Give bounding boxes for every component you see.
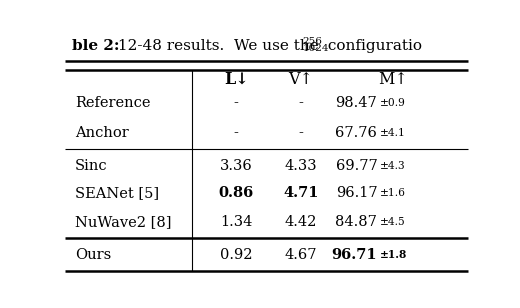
Text: 4.67: 4.67: [284, 248, 317, 262]
Text: Sinc: Sinc: [75, 159, 108, 173]
Text: 3.36: 3.36: [220, 159, 253, 173]
Text: ble 2:: ble 2:: [72, 39, 120, 53]
Text: -: -: [234, 96, 239, 110]
Text: Ours: Ours: [75, 248, 111, 262]
Text: 96.17: 96.17: [336, 186, 378, 201]
Text: -: -: [298, 126, 303, 140]
Text: ±1.6: ±1.6: [380, 188, 406, 198]
Text: configuratio: configuratio: [323, 39, 422, 53]
Text: 4.71: 4.71: [283, 186, 319, 201]
Text: -: -: [298, 96, 303, 110]
Text: L↓: L↓: [224, 71, 249, 88]
Text: V↑: V↑: [288, 71, 313, 88]
Text: SEANet [5]: SEANet [5]: [75, 186, 159, 201]
Text: 1024: 1024: [303, 44, 329, 53]
Text: 4.42: 4.42: [284, 215, 317, 229]
Text: 69.77: 69.77: [335, 159, 378, 173]
Text: ±4.3: ±4.3: [380, 161, 406, 171]
Text: 4.33: 4.33: [284, 159, 317, 173]
Text: 256: 256: [303, 37, 322, 46]
Text: -: -: [234, 126, 239, 140]
Text: 0.92: 0.92: [220, 248, 253, 262]
Text: NuWave2 [8]: NuWave2 [8]: [75, 215, 172, 229]
Text: ±4.1: ±4.1: [380, 128, 406, 138]
Text: ±1.8: ±1.8: [380, 249, 408, 260]
Text: 98.47: 98.47: [335, 96, 378, 110]
Text: 12-48 results.  We use the: 12-48 results. We use the: [112, 39, 323, 53]
Text: ±0.9: ±0.9: [380, 98, 406, 108]
Text: 96.71: 96.71: [332, 248, 378, 262]
Text: M↑: M↑: [379, 71, 408, 88]
Text: Anchor: Anchor: [75, 126, 129, 140]
Text: 1.34: 1.34: [220, 215, 253, 229]
Text: 84.87: 84.87: [335, 215, 378, 229]
Text: Reference: Reference: [75, 96, 151, 110]
Text: ±4.5: ±4.5: [380, 217, 406, 227]
Text: 67.76: 67.76: [335, 126, 378, 140]
Text: 0.86: 0.86: [218, 186, 254, 201]
